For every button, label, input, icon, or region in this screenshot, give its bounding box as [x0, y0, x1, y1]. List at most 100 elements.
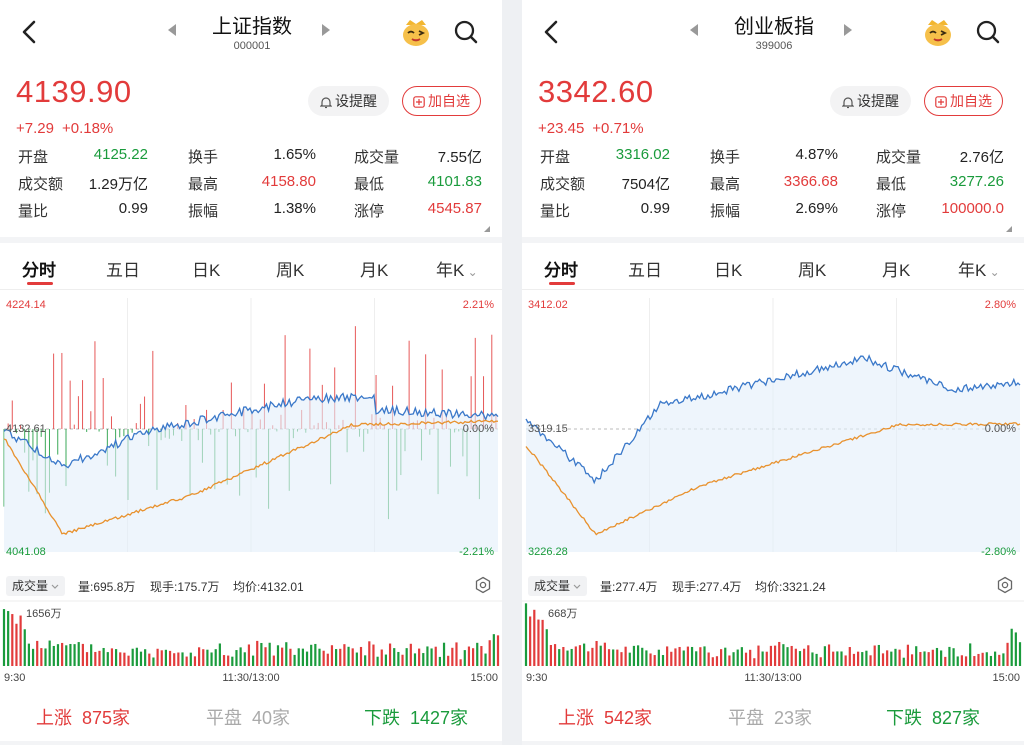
gear-icon[interactable] [996, 576, 1014, 594]
mascot-icon[interactable] [922, 16, 954, 48]
pct-bottom-label: -2.80% [981, 546, 1016, 558]
tab-label: 五日 [628, 261, 662, 280]
add-watchlist-button[interactable]: 加自选 [402, 86, 481, 116]
stat-label: 最高 [188, 176, 219, 193]
volume-bar [73, 644, 76, 666]
price-line [3, 391, 499, 469]
volume-bar [152, 657, 155, 666]
volume-bar [397, 651, 400, 666]
volume-bar [135, 647, 138, 666]
set-alert-button[interactable]: 设提醒 [308, 86, 389, 116]
tab-0[interactable]: 分时 [544, 256, 578, 281]
tab-1[interactable]: 五日 [628, 256, 662, 281]
tab-2[interactable]: 日K [192, 256, 220, 281]
volume-bar [848, 647, 851, 666]
tab-divider [0, 289, 502, 290]
volume-bar [570, 648, 573, 666]
page-title: 上证指数 [212, 16, 292, 38]
advancers-label: 上涨 [558, 708, 594, 728]
search-icon[interactable] [974, 18, 1002, 46]
volume-bar [840, 651, 843, 666]
right-triangle-icon[interactable] [322, 24, 330, 36]
advancers: 上涨 542家 [558, 704, 652, 730]
volume-bar [977, 653, 980, 666]
volume-chart[interactable]: 668万 9:30 11:30/13:00 15:00 [522, 600, 1024, 688]
volume-bar [636, 645, 640, 666]
volume-bar [442, 642, 446, 666]
back-chevron-icon[interactable] [16, 16, 44, 48]
search-icon[interactable] [452, 18, 480, 46]
add-watchlist-button[interactable]: 加自选 [924, 86, 1003, 116]
tab-0[interactable]: 分时 [22, 256, 56, 281]
right-triangle-icon[interactable] [844, 24, 852, 36]
y-mid-label: 4132.61 [6, 423, 46, 435]
avg-price: 均价:4132.01 [233, 580, 304, 594]
volume-bar [376, 656, 379, 666]
stat-value: 100000.0 [941, 200, 1004, 217]
tab-4[interactable]: 月K [360, 256, 388, 281]
time-mid-label: 11:30/13:00 [222, 672, 279, 684]
y-mid-label: 3319.15 [528, 423, 568, 435]
chevron-down-icon: ⌄ [986, 265, 1000, 279]
left-triangle-icon[interactable] [690, 24, 698, 36]
volume-bar [620, 652, 623, 666]
tab-5[interactable]: 年K ⌄ [958, 256, 1000, 281]
stat-value: 1.65% [273, 146, 316, 163]
decliners: 下跌 827家 [886, 704, 980, 730]
mascot-icon[interactable] [400, 16, 432, 48]
change-percent: +0.18% [61, 120, 114, 137]
expand-corner-icon[interactable] [1006, 226, 1012, 232]
tab-4[interactable]: 月K [882, 256, 910, 281]
gear-icon[interactable] [474, 576, 492, 594]
tab-label: 年K [436, 261, 465, 280]
volume-bar [418, 648, 421, 666]
back-chevron-icon[interactable] [538, 16, 566, 48]
volume-bar [322, 650, 325, 666]
volume-bar [438, 656, 441, 666]
volume-chart[interactable]: 1656万 9:30 11:30/13:00 15:00 [0, 600, 502, 688]
tab-3[interactable]: 周K [276, 256, 304, 281]
volume-bar [740, 647, 743, 666]
volume-bar [268, 642, 271, 666]
volume-bar [65, 645, 68, 666]
set-alert-button[interactable]: 设提醒 [830, 86, 911, 116]
volume-bar [666, 646, 669, 666]
stat-label: 涨停 [876, 203, 907, 220]
left-triangle-icon[interactable] [168, 24, 176, 36]
volume-bar [281, 647, 284, 666]
chevron-down-icon [51, 584, 59, 589]
volume-bar [852, 653, 856, 666]
volume-bar [703, 646, 706, 666]
volume-bar [48, 640, 51, 666]
intraday-chart[interactable]: 3412.02 2.80% 3319.15 0.00% 3226.28 -2.80% [522, 290, 1024, 568]
volume-bar [94, 651, 97, 666]
volume-bar [198, 647, 201, 666]
intraday-svg: 3412.02 2.80% 3319.15 0.00% 3226.28 -2.80% [525, 298, 1021, 558]
volume-selector[interactable]: 成交量 [528, 576, 588, 596]
volume-bar [998, 654, 1001, 666]
tab-2[interactable]: 日K [714, 256, 742, 281]
volume-bar [960, 655, 963, 666]
volume-selector[interactable]: 成交量 [6, 576, 66, 596]
volume-bar [720, 649, 723, 666]
volume-bar [193, 656, 197, 666]
intraday-chart[interactable]: 4224.14 2.21% 4132.61 0.00% 4041.08 -2.21% [0, 290, 502, 568]
volume-bar [409, 643, 412, 666]
y-bottom-label: 3226.28 [528, 546, 568, 558]
expand-corner-icon[interactable] [484, 226, 490, 232]
volume-svg: 1656万 9:30 11:30/13:00 15:00 [0, 600, 502, 684]
stats-grid: 开盘 4125.22 换手 1.65% 成交量 7.55亿 成交额 1.29万亿 最高 4158.… [18, 146, 488, 227]
volume-bar [447, 655, 450, 666]
active-tab-underline [549, 282, 575, 285]
avg-line [525, 422, 1021, 536]
volume-bar [52, 645, 55, 666]
tab-5[interactable]: 年K ⌄ [436, 256, 478, 281]
volume-bar [607, 649, 611, 666]
chart-tabs: 分时 五日 日K 周K 月K 年K ⌄ [522, 250, 1024, 286]
volume-bar [886, 650, 889, 666]
volume-amount: 量:695.8万 [78, 580, 136, 594]
volume-bar [603, 642, 606, 666]
time-mid-label: 11:30/13:00 [744, 672, 801, 684]
tab-1[interactable]: 五日 [106, 256, 140, 281]
tab-3[interactable]: 周K [798, 256, 826, 281]
